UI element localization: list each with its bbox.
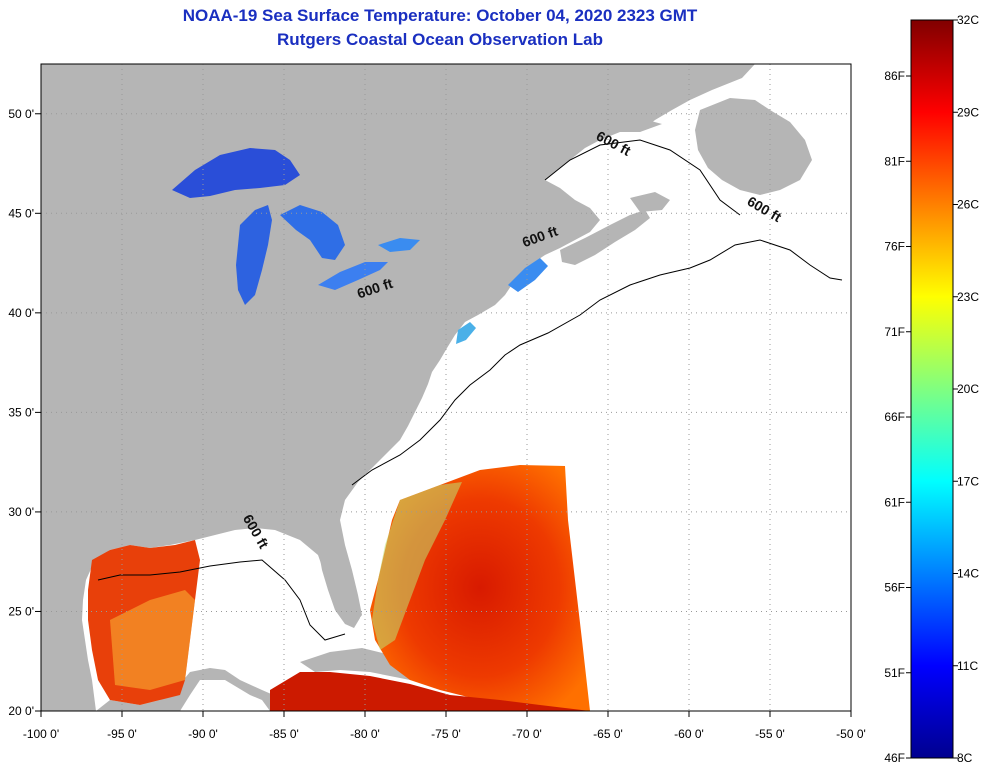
- colorbar-celsius-label: 32C: [957, 13, 979, 27]
- sst-gulf-of-maine: [508, 258, 548, 292]
- colorbar-gradient: [910, 19, 954, 759]
- lon-tick-label: -55 0': [755, 727, 785, 741]
- colorbar-celsius-label: 11C: [957, 659, 978, 673]
- lon-tick-label: -70 0': [512, 727, 542, 741]
- longitude-axis: -100 0' -95 0' -90 0' -85 0' -80 0' -75 0' -70…: [23, 711, 866, 741]
- colorbar-fahrenheit-label: 61F: [884, 495, 905, 509]
- isobath-600ft-gulf: [97, 559, 346, 641]
- colorbar-celsius-label: 29C: [957, 105, 979, 119]
- lat-tick-label: 45 0': [8, 206, 34, 220]
- isobath-600ft-north: [544, 139, 741, 216]
- lon-tick-label: -80 0': [350, 727, 380, 741]
- lake-michigan: [236, 205, 272, 305]
- lat-tick-label: 50 0': [8, 107, 34, 121]
- colorbar-fahrenheit-label: 66F: [884, 410, 905, 424]
- land-anticosti: [612, 118, 662, 132]
- colorbar-celsius-label: 23C: [957, 290, 979, 304]
- colorbar-fahrenheit-label: 46F: [884, 751, 905, 765]
- sst-gulf-swath: [88, 540, 200, 705]
- colorbar-fahrenheit-label: 71F: [884, 325, 905, 339]
- colorbar-celsius-label: 17C: [957, 474, 979, 488]
- lake-erie: [318, 262, 388, 290]
- colorbar-fahrenheit-label: 76F: [884, 240, 905, 254]
- lon-tick-label: -95 0': [107, 727, 137, 741]
- lon-tick-label: -50 0': [836, 727, 866, 741]
- land-north-america: [41, 64, 755, 711]
- lat-lon-grid: [41, 64, 851, 711]
- land-newfoundland: [695, 98, 812, 195]
- land-cape-breton: [630, 192, 670, 212]
- sst-mid-atlantic-coast: [456, 322, 476, 344]
- lon-tick-label: -90 0': [188, 727, 218, 741]
- colorbar-celsius-label: 20C: [957, 382, 979, 396]
- lon-tick-label: -100 0': [23, 727, 59, 741]
- lon-tick-label: -75 0': [431, 727, 461, 741]
- chart-title: NOAA-19 Sea Surface Temperature: October…: [182, 6, 698, 25]
- lat-tick-label: 30 0': [8, 505, 34, 519]
- chart-subtitle: Rutgers Coastal Ocean Observation Lab: [277, 30, 603, 49]
- colorbar-fahrenheit-label: 51F: [884, 666, 905, 680]
- lake-huron: [280, 205, 345, 260]
- latitude-axis: 20 0' 25 0' 30 0' 35 0' 40 0' 45 0' 50 0': [8, 107, 41, 718]
- lat-tick-label: 25 0': [8, 604, 34, 618]
- lat-tick-label: 40 0': [8, 306, 34, 320]
- colorbar: 32C 29C 26C 23C 20C 17C 14C 11C 8C 86F 81F 76F 71F 66…: [884, 13, 979, 765]
- lon-tick-label: -85 0': [269, 727, 299, 741]
- colorbar-fahrenheit-label: 81F: [884, 154, 905, 168]
- lon-tick-label: -65 0': [593, 727, 623, 741]
- lake-superior: [172, 148, 300, 198]
- sst-gulf-speckle: [110, 590, 195, 690]
- colorbar-fahrenheit-label: 86F: [884, 69, 905, 83]
- colorbar-celsius-label: 8C: [957, 751, 973, 765]
- sst-caribbean: [270, 672, 590, 711]
- lon-tick-label: -60 0': [674, 727, 704, 741]
- lat-tick-label: 20 0': [8, 704, 34, 718]
- land-nova-scotia: [560, 210, 650, 265]
- lat-tick-label: 35 0': [8, 405, 34, 419]
- land-florida: [318, 548, 360, 628]
- colorbar-celsius-label: 26C: [957, 198, 979, 212]
- colorbar-celsius-label: 14C: [957, 567, 979, 581]
- colorbar-fahrenheit-label: 56F: [884, 581, 905, 595]
- lake-ontario: [378, 238, 420, 252]
- sst-coastal-band: [372, 482, 462, 650]
- isobath-600ft: [351, 239, 843, 486]
